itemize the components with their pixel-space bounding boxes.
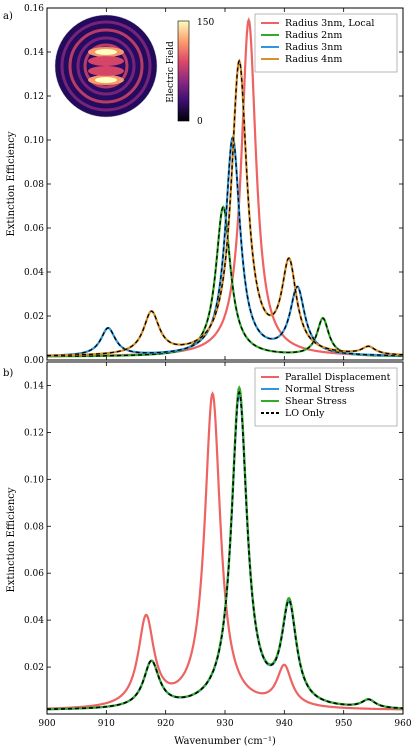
panel-b: 0.02 0.04 0.06 0.08 0.10 0.12 0.14 900 910 920 930… (3, 361, 412, 729)
series-dash-overlay-3 (47, 59, 403, 357)
legend-label: Radius 4nm (285, 54, 342, 65)
y-tick-label: 0.08 (24, 522, 44, 532)
x-tick-label: 940 (276, 719, 293, 729)
y-tick-label: 0.14 (24, 48, 44, 58)
y-tick-label: 0.06 (24, 569, 44, 579)
x-axis-label: Wavenumber (cm⁻¹) (174, 736, 276, 747)
inset-field-map: 150 0 Electric Field (54, 14, 214, 127)
series-line-2 (47, 385, 403, 711)
field-hotspot (95, 77, 117, 83)
field-ring (60, 20, 152, 112)
legend-label: Normal Stress (285, 384, 355, 395)
y-tick-label: 0.02 (24, 312, 44, 322)
y-tick-label: 0.00 (24, 356, 44, 366)
colorbar-tick-max: 150 (197, 18, 214, 28)
legend-label: Radius 2nm (285, 30, 342, 41)
field-ring (83, 43, 129, 89)
panel-a-ylabel: Extinction Efficiency (6, 131, 17, 236)
field-lobe (88, 66, 124, 76)
legend-label: Radius 3nm (285, 42, 342, 53)
panel-b-label: b) (3, 368, 13, 379)
field-lobe (88, 56, 124, 66)
y-tick-label: 0.14 (24, 381, 44, 391)
series-line-3 (47, 390, 403, 710)
field-ring (76, 36, 136, 96)
panel-b-ticks: 0.02 0.04 0.06 0.08 0.10 0.12 0.14 900 910 920 930… (24, 362, 412, 729)
panel-b-series (47, 385, 403, 711)
y-tick-label: 0.08 (24, 180, 44, 190)
x-tick-label: 960 (394, 719, 411, 729)
y-tick-label: 0.10 (24, 475, 44, 485)
x-tick-label: 930 (216, 719, 233, 729)
panel-a: 0.000.020.040.060.080.100.120.140.16 a) … (3, 4, 404, 366)
field-ring (68, 28, 144, 104)
y-tick-label: 0.10 (24, 136, 44, 146)
panel-b-ylabel: Extinction Efficiency (6, 487, 17, 592)
y-tick-label: 0.16 (24, 4, 44, 14)
y-tick-label: 0.06 (24, 224, 44, 234)
legend-label: LO Only (285, 408, 325, 419)
colorbar (177, 20, 190, 122)
series-line-0 (47, 391, 403, 711)
y-tick-label: 0.04 (24, 616, 44, 626)
colorbar-tick-min: 0 (197, 117, 203, 127)
y-tick-label: 0.02 (24, 663, 44, 673)
series-dash-overlay-2 (47, 136, 403, 357)
x-tick-label: 910 (98, 719, 115, 729)
panel-a-series (47, 17, 403, 358)
x-tick-label: 920 (157, 719, 174, 729)
x-tick-label: 950 (335, 719, 352, 729)
field-hotspot (95, 49, 117, 55)
legend-label: Shear Stress (285, 396, 347, 407)
x-tick-label: 900 (38, 719, 55, 729)
y-tick-label: 0.12 (24, 428, 44, 438)
panel-b-frame (46, 361, 404, 715)
y-tick-label: 0.04 (24, 268, 44, 278)
series-line-2 (47, 135, 403, 357)
panel-a-frame (46, 7, 404, 361)
series-line-1 (47, 389, 403, 711)
y-tick-label: 0.12 (24, 92, 44, 102)
legend-label: Radius 3nm, Local (285, 18, 374, 29)
legend-label: Parallel Displacement (285, 372, 391, 383)
panel-a-label: a) (3, 11, 13, 22)
colorbar-label: Electric Field (166, 41, 176, 103)
